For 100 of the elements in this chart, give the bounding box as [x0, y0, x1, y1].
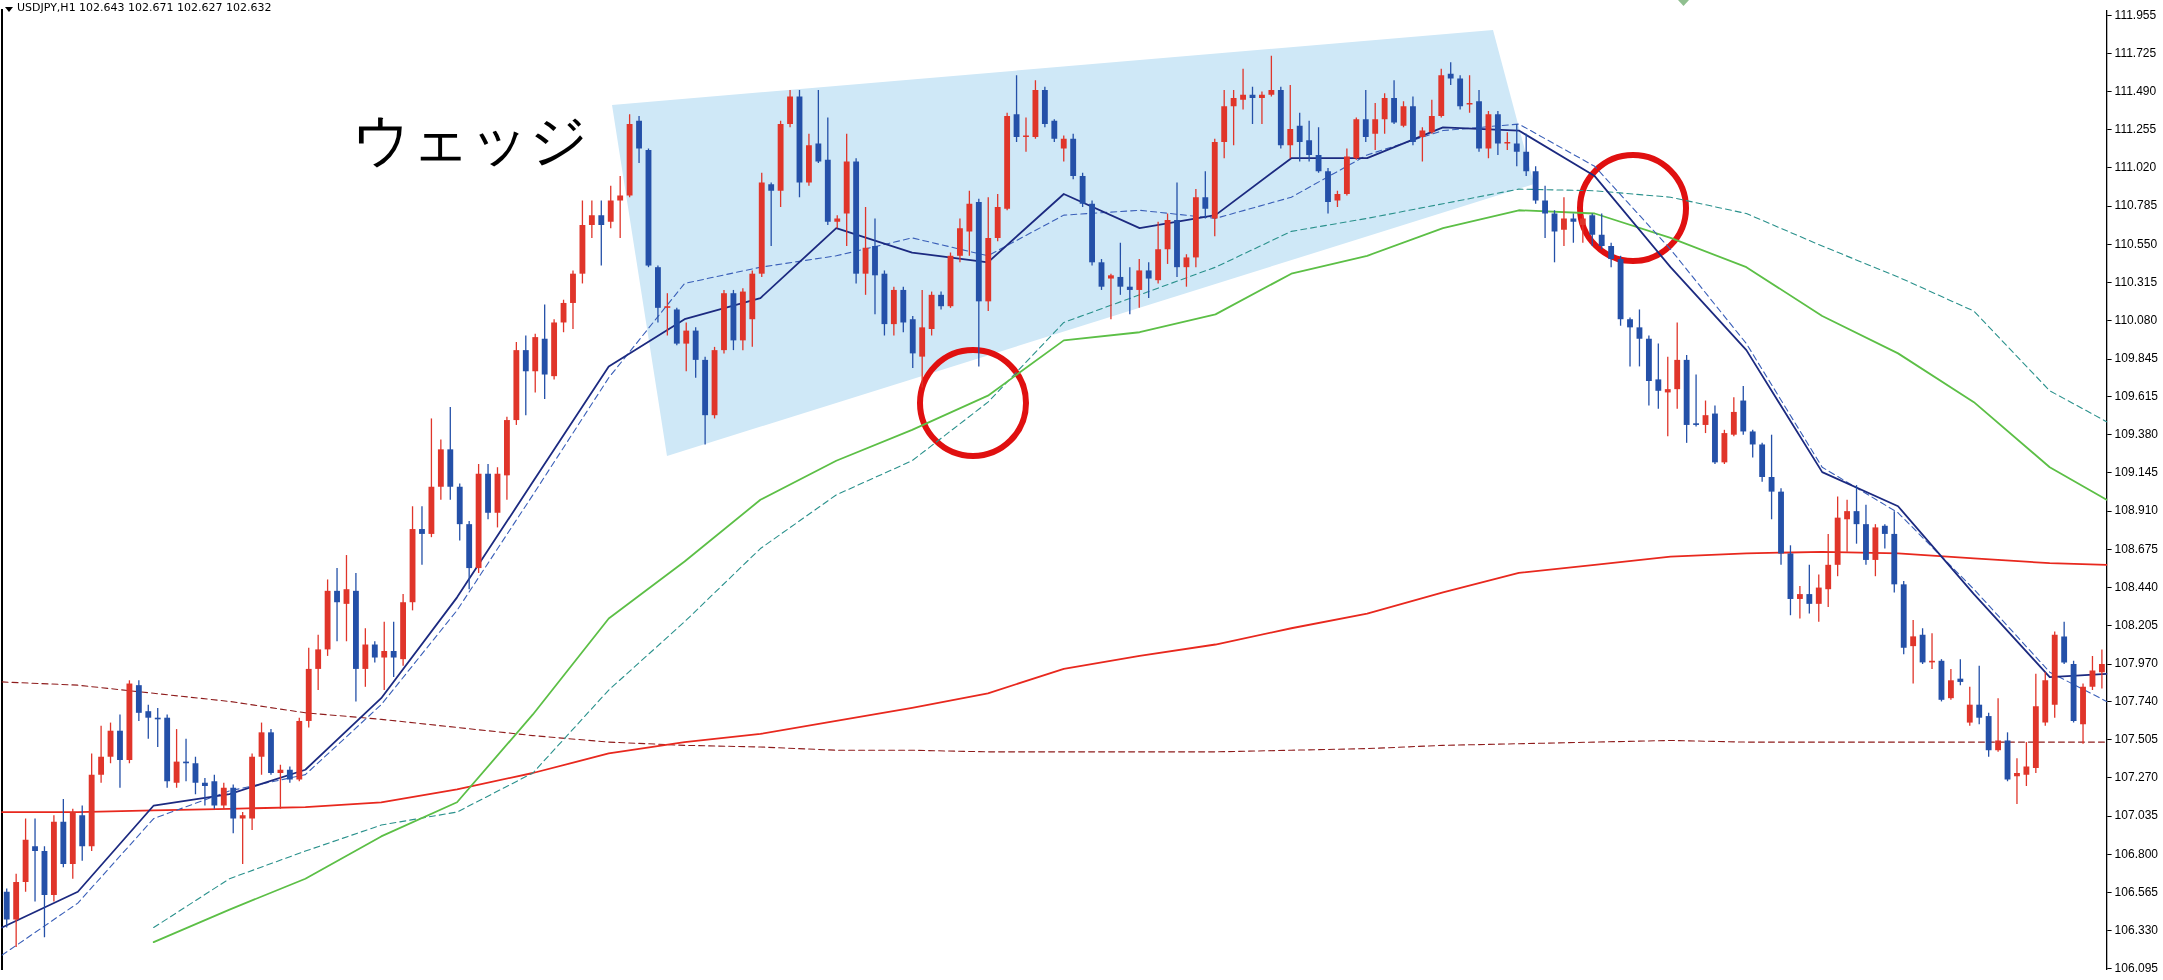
candlestick	[1768, 434, 1775, 520]
candlestick	[390, 621, 397, 678]
candlestick	[381, 621, 388, 691]
candlestick	[220, 782, 227, 810]
y-tick-label: 106.095	[2114, 961, 2159, 976]
y-tick-label: 107.035	[2114, 808, 2159, 823]
candlestick	[1259, 90, 1265, 125]
candlestick	[1306, 120, 1313, 163]
candlestick	[98, 725, 105, 784]
candlestick	[2023, 741, 2030, 787]
candlestick	[1381, 92, 1388, 135]
y-tick-label: 110.080	[2114, 313, 2158, 328]
candlestick	[1428, 99, 1435, 135]
candlestick	[1664, 355, 1671, 437]
y-tick-label: 108.910	[2114, 503, 2159, 518]
y-tick-label: 107.270	[2114, 770, 2159, 785]
candlestick	[1523, 133, 1530, 177]
candlestick	[419, 505, 425, 566]
candlestick	[1230, 89, 1237, 146]
candlestick	[1268, 55, 1275, 98]
y-tick-label: 111.490	[2114, 83, 2157, 98]
y-tick-label: 109.380	[2114, 427, 2159, 442]
candlestick	[1589, 212, 1596, 247]
candlestick	[173, 728, 180, 789]
candlestick	[1287, 84, 1294, 159]
candlestick	[1627, 316, 1633, 368]
y-tick-label: 109.145	[2114, 465, 2159, 480]
candlestick	[1693, 373, 1700, 428]
line-series	[1, 681, 2108, 753]
candlestick	[371, 640, 378, 664]
candlestick	[815, 89, 822, 164]
candlestick	[1995, 697, 2002, 753]
y-tick-label: 111.255	[2114, 122, 2157, 137]
annotation: USDJPY,H1 102.643 102.671 102.627 102.632	[17, 1, 272, 14]
candlestick	[1966, 686, 1973, 727]
candlestick	[2098, 648, 2105, 690]
candlestick	[1126, 266, 1133, 315]
candlestick	[1447, 61, 1454, 86]
candlestick	[1051, 118, 1058, 143]
candlestick	[1060, 134, 1067, 163]
y-tick-label: 111.725	[2114, 45, 2157, 60]
candlestick	[1419, 126, 1426, 163]
candlestick	[201, 777, 208, 807]
candlestick	[1655, 342, 1662, 410]
candlestick	[1145, 261, 1152, 299]
candlestick	[145, 704, 152, 740]
candlestick	[664, 292, 671, 337]
candlestick	[1202, 170, 1209, 220]
candlestick	[315, 634, 322, 691]
candlestick	[1513, 123, 1520, 167]
candlestick	[1296, 112, 1303, 163]
y-tick-label: 108.440	[2114, 579, 2159, 594]
annotation: ウェッジ	[352, 105, 588, 176]
candlestick	[1796, 585, 1803, 620]
candlestick	[1108, 273, 1114, 320]
y-tick-label: 109.615	[2114, 388, 2159, 403]
y-tick-label: 111.020	[2114, 160, 2157, 175]
candlestick	[607, 185, 614, 229]
candlestick	[522, 334, 529, 416]
y-tick-label: 111.955	[2114, 8, 2157, 23]
candlestick	[1815, 573, 1822, 623]
candlestick	[1542, 185, 1548, 239]
y-tick-label: 107.505	[2114, 731, 2159, 746]
y-tick-label: 108.675	[2114, 541, 2159, 556]
candlestick	[1749, 429, 1756, 459]
candlestick	[1881, 523, 1888, 550]
y-tick-label: 110.315	[2114, 274, 2158, 289]
candlestick	[1598, 212, 1605, 250]
candlestick	[588, 199, 595, 239]
y-tick-label: 106.565	[2114, 884, 2159, 899]
candlestick	[1579, 214, 1586, 244]
candlestick	[1136, 258, 1143, 309]
y-tick-label: 106.800	[2114, 846, 2159, 861]
candlestick	[1844, 499, 1851, 553]
candlestick	[1947, 668, 1954, 701]
candlestick	[1910, 619, 1917, 685]
y-tick-label: 109.845	[2114, 351, 2159, 366]
candlestick	[2014, 757, 2020, 805]
candlestick	[1608, 242, 1615, 268]
candlestick	[1023, 116, 1029, 153]
candlestick	[334, 567, 340, 642]
candlestick	[1806, 564, 1813, 615]
y-tick-label: 106.330	[2114, 923, 2159, 938]
candlestick	[1466, 74, 1473, 114]
candlestick	[1730, 396, 1737, 437]
candlestick	[1372, 102, 1379, 151]
candlestick	[239, 811, 246, 865]
candlestick	[1957, 658, 1964, 686]
y-tick-label: 107.740	[2114, 693, 2159, 708]
candlestick	[768, 181, 775, 247]
candlestick	[1561, 196, 1567, 247]
y-tick-label: 107.970	[2114, 656, 2159, 671]
candlestick	[1240, 68, 1246, 111]
y-tick-label: 108.205	[2114, 618, 2159, 633]
candlestick	[1117, 242, 1124, 296]
candlestick	[1570, 212, 1577, 244]
candlestick	[683, 321, 690, 372]
candlestick	[277, 764, 284, 810]
candlestick	[1976, 665, 1983, 725]
y-tick-label: 110.550	[2114, 236, 2158, 251]
